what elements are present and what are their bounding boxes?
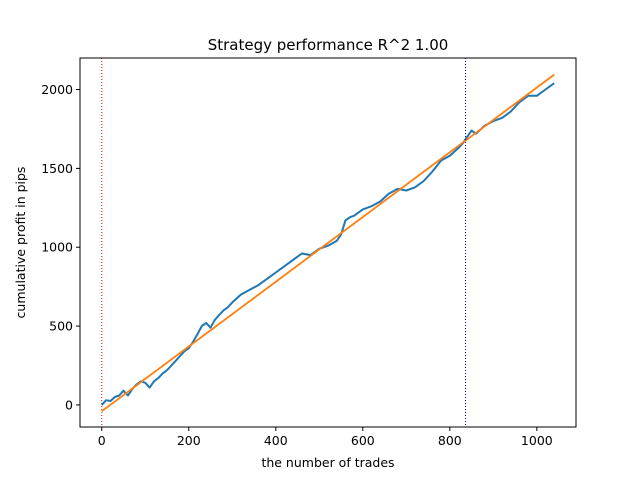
y-tick-label: 1000 [41,240,73,255]
x-tick-label: 800 [438,433,462,448]
x-tick-label: 1000 [521,433,553,448]
y-tick-label: 2000 [41,82,73,97]
y-tick-label: 500 [49,319,73,334]
x-axis-label: the number of trades [261,455,394,470]
series-line-fit [101,73,555,412]
x-tick-label: 400 [264,433,288,448]
plot-frame [79,57,577,428]
y-tick-label: 0 [65,397,73,412]
y-tick-label: 1500 [41,161,73,176]
y-axis-label: cumulative profit in pips [13,167,28,319]
series-layer [101,58,555,427]
y-axis-ticks: 0 500 1000 1500 2000 [41,82,80,412]
x-tick-label: 600 [351,433,375,448]
x-tick-label: 0 [98,433,106,448]
chart-title: Strategy performance R^2 1.00 [208,36,449,54]
x-axis-ticks: 0 200 400 600 800 1000 [98,427,553,448]
x-tick-label: 200 [177,433,201,448]
